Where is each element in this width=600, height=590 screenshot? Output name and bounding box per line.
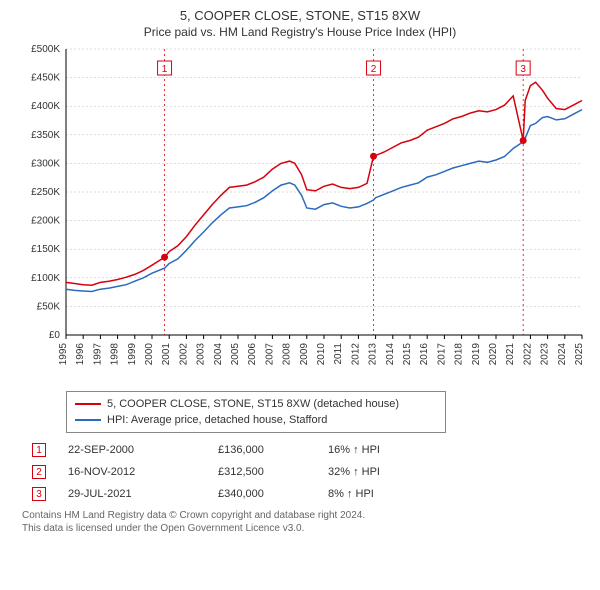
svg-text:2019: 2019 — [471, 343, 482, 366]
svg-text:2: 2 — [371, 64, 377, 75]
svg-text:2010: 2010 — [316, 343, 327, 366]
events-table: 1 22-SEP-2000 £136,000 16% ↑ HPI 2 16-NO… — [32, 439, 588, 505]
legend-item-property: 5, COOPER CLOSE, STONE, ST15 8XW (detach… — [75, 396, 437, 412]
svg-text:2023: 2023 — [540, 343, 551, 366]
svg-text:2018: 2018 — [454, 343, 465, 366]
svg-text:2007: 2007 — [264, 343, 275, 366]
svg-text:2012: 2012 — [350, 343, 361, 366]
event-price: £136,000 — [218, 444, 328, 456]
event-row: 2 16-NOV-2012 £312,500 32% ↑ HPI — [32, 461, 588, 483]
svg-text:1: 1 — [162, 64, 168, 75]
svg-text:£400K: £400K — [31, 101, 60, 112]
svg-text:2011: 2011 — [333, 343, 344, 365]
svg-text:2020: 2020 — [488, 343, 499, 366]
svg-text:£50K: £50K — [37, 301, 61, 312]
legend-label-hpi: HPI: Average price, detached house, Staf… — [107, 414, 327, 426]
event-date: 22-SEP-2000 — [68, 444, 218, 456]
svg-text:2004: 2004 — [213, 343, 224, 366]
svg-text:2025: 2025 — [574, 343, 585, 366]
svg-text:£0: £0 — [49, 330, 61, 341]
event-row: 1 22-SEP-2000 £136,000 16% ↑ HPI — [32, 439, 588, 461]
chart-subtitle: Price paid vs. HM Land Registry's House … — [12, 25, 588, 39]
svg-text:2002: 2002 — [178, 343, 189, 366]
svg-text:3: 3 — [520, 64, 526, 75]
svg-text:2017: 2017 — [436, 343, 447, 366]
event-row: 3 29-JUL-2021 £340,000 8% ↑ HPI — [32, 483, 588, 505]
event-date: 29-JUL-2021 — [68, 488, 218, 500]
svg-text:2009: 2009 — [299, 343, 310, 366]
svg-text:£500K: £500K — [31, 45, 60, 55]
svg-text:£300K: £300K — [31, 158, 60, 169]
svg-text:2006: 2006 — [247, 343, 258, 366]
footer: Contains HM Land Registry data © Crown c… — [22, 509, 588, 535]
svg-text:2022: 2022 — [522, 343, 533, 366]
chart-svg: £0 £50K £100K £150K £200K £250K £300K £350K £400… — [12, 45, 588, 385]
legend-label-property: 5, COOPER CLOSE, STONE, ST15 8XW (detach… — [107, 398, 399, 410]
svg-text:2008: 2008 — [282, 343, 293, 366]
legend-line-hpi — [75, 419, 101, 421]
svg-text:£150K: £150K — [31, 244, 60, 255]
svg-text:2015: 2015 — [402, 343, 413, 366]
svg-text:£450K: £450K — [31, 73, 60, 84]
svg-text:2021: 2021 — [505, 343, 516, 366]
svg-text:2003: 2003 — [196, 343, 207, 366]
svg-text:1998: 1998 — [110, 343, 121, 366]
svg-text:2024: 2024 — [557, 343, 568, 366]
event-price: £312,500 — [218, 466, 328, 478]
event-pct: 8% ↑ HPI — [328, 488, 448, 500]
svg-text:£100K: £100K — [31, 273, 60, 284]
svg-text:2016: 2016 — [419, 343, 430, 366]
legend-line-property — [75, 403, 101, 405]
chart-area: £0 £50K £100K £150K £200K £250K £300K £350K £400… — [12, 45, 588, 385]
legend: 5, COOPER CLOSE, STONE, ST15 8XW (detach… — [66, 391, 446, 433]
svg-text:2001: 2001 — [161, 343, 172, 366]
svg-text:1999: 1999 — [127, 343, 138, 366]
event-marker: 2 — [32, 465, 46, 479]
svg-text:£250K: £250K — [31, 187, 60, 198]
svg-text:2000: 2000 — [144, 343, 155, 366]
svg-text:£350K: £350K — [31, 130, 60, 141]
legend-item-hpi: HPI: Average price, detached house, Staf… — [75, 412, 437, 428]
svg-text:2013: 2013 — [368, 343, 379, 366]
event-price: £340,000 — [218, 488, 328, 500]
footer-line2: This data is licensed under the Open Gov… — [22, 522, 588, 535]
event-pct: 32% ↑ HPI — [328, 466, 448, 478]
footer-line1: Contains HM Land Registry data © Crown c… — [22, 509, 588, 522]
svg-text:2014: 2014 — [385, 343, 396, 366]
svg-text:1996: 1996 — [75, 343, 86, 366]
event-marker: 1 — [32, 443, 46, 457]
chart-title: 5, COOPER CLOSE, STONE, ST15 8XW — [12, 8, 588, 23]
svg-text:1995: 1995 — [58, 343, 69, 366]
svg-text:£200K: £200K — [31, 216, 60, 227]
event-marker: 3 — [32, 487, 46, 501]
svg-text:2005: 2005 — [230, 343, 241, 366]
event-date: 16-NOV-2012 — [68, 466, 218, 478]
event-pct: 16% ↑ HPI — [328, 444, 448, 456]
svg-text:1997: 1997 — [92, 343, 103, 366]
